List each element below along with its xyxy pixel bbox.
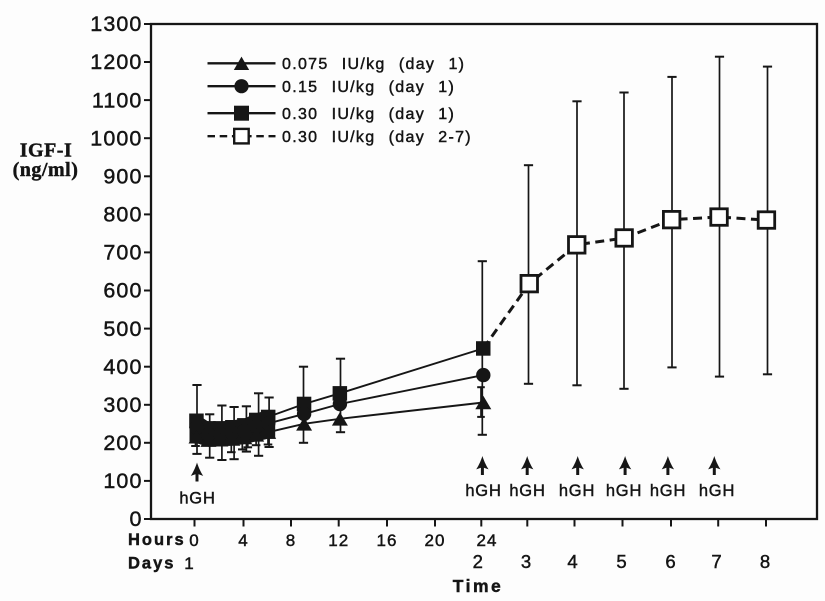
svg-text:600: 600	[103, 279, 142, 303]
svg-text:2: 2	[473, 551, 484, 572]
svg-text:6: 6	[665, 551, 676, 572]
svg-text:hGH: hGH	[559, 482, 595, 500]
svg-text:(ng/ml): (ng/ml)	[13, 159, 79, 181]
svg-text:4: 4	[567, 551, 578, 572]
svg-text:7: 7	[711, 551, 722, 572]
svg-text:hGH: hGH	[179, 490, 215, 508]
svg-text:300: 300	[103, 393, 142, 417]
svg-text:800: 800	[103, 203, 142, 227]
svg-text:0.15 IU/kg (day 1): 0.15 IU/kg (day 1)	[282, 79, 455, 96]
svg-text:1200: 1200	[90, 50, 142, 74]
svg-text:1100: 1100	[92, 88, 143, 112]
svg-text:0.075 IU/kg (day 1): 0.075 IU/kg (day 1)	[282, 56, 465, 73]
svg-text:hGH: hGH	[606, 482, 642, 500]
svg-text:200: 200	[103, 431, 142, 455]
svg-text:4: 4	[238, 531, 248, 550]
svg-text:IGF-I: IGF-I	[20, 140, 73, 162]
svg-text:1300: 1300	[90, 12, 142, 36]
svg-text:0.30 IU/kg (day 2-7): 0.30 IU/kg (day 2-7)	[282, 129, 472, 146]
svg-text:700: 700	[103, 241, 142, 265]
svg-text:hGH: hGH	[465, 482, 501, 500]
svg-text:20: 20	[425, 531, 446, 550]
svg-text:16: 16	[377, 531, 398, 550]
svg-text:0: 0	[189, 531, 199, 550]
svg-text:Time: Time	[453, 576, 504, 596]
svg-text:8: 8	[286, 531, 296, 550]
svg-text:0.30 IU/kg (day 1): 0.30 IU/kg (day 1)	[282, 106, 455, 123]
svg-text:1000: 1000	[90, 126, 142, 150]
svg-text:400: 400	[103, 355, 142, 379]
svg-text:hGH: hGH	[509, 482, 545, 500]
svg-text:500: 500	[103, 317, 142, 341]
svg-text:900: 900	[103, 165, 142, 189]
svg-text:Days: Days	[128, 555, 175, 573]
svg-text:0: 0	[129, 507, 142, 531]
svg-text:12: 12	[328, 531, 349, 550]
svg-text:5: 5	[616, 551, 627, 572]
svg-text:100: 100	[103, 469, 142, 493]
svg-text:8: 8	[760, 551, 771, 572]
svg-text:1: 1	[184, 554, 194, 573]
svg-text:hGH: hGH	[650, 482, 686, 500]
svg-text:Hours: Hours	[128, 531, 186, 549]
svg-text:3: 3	[521, 551, 532, 572]
svg-text:24: 24	[477, 531, 498, 550]
svg-text:hGH: hGH	[699, 482, 735, 500]
